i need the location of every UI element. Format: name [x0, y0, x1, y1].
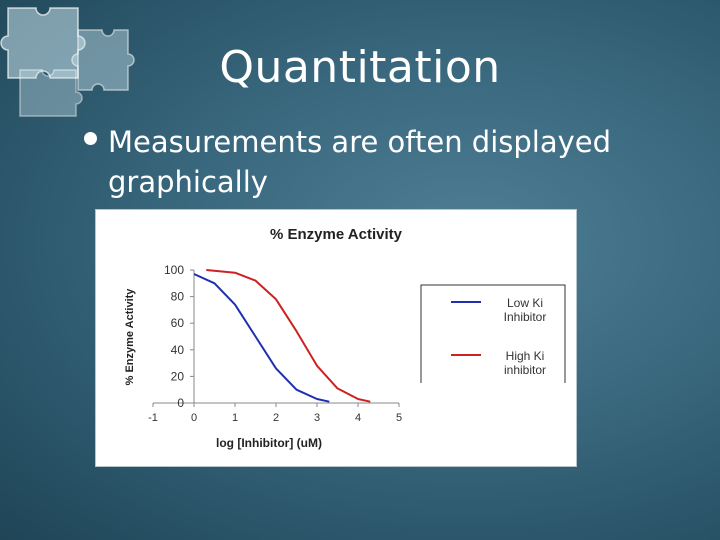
legend-box [420, 284, 566, 383]
x-tick-label: 0 [191, 412, 197, 424]
y-tick-label: 20 [171, 369, 185, 383]
y-tick-label: 80 [171, 290, 185, 304]
y-tick-label: 100 [164, 263, 184, 277]
series-line-1 [206, 269, 371, 403]
x-tick-label: 5 [396, 412, 402, 424]
y-tick-label: 60 [171, 316, 185, 330]
axes: -1 0 1 2 3 4 5 0 20 40 60 80 100 [148, 263, 402, 424]
x-axis-label: log [Inhibitor] (uM) [216, 436, 322, 450]
x-tick-label: -1 [148, 412, 158, 424]
x-tick-label: 4 [355, 412, 361, 424]
legend: Low Ki Inhibitor High Ki inhibitor [420, 284, 566, 383]
y-axis-label: % Enzyme Activity [124, 288, 136, 386]
puzzle-pieces-icon [0, 7, 135, 117]
bullet-text: Measurements are often displayed graphic… [108, 125, 612, 199]
legend-label: Low Ki Inhibitor [504, 296, 547, 324]
chart-frame: % Enzyme Activity % Enzyme Activity log … [95, 209, 577, 467]
slide-title: Quantitation [219, 42, 501, 93]
legend-label: High Ki inhibitor [504, 349, 546, 377]
x-tick-label: 3 [314, 412, 320, 424]
series-lines [193, 269, 371, 403]
enzyme-activity-chart: % Enzyme Activity % Enzyme Activity log … [124, 226, 566, 450]
series-line-0 [193, 273, 330, 403]
x-tick-label: 1 [232, 412, 238, 424]
x-tick-label: 2 [273, 412, 279, 424]
bullet-dot-icon [84, 132, 97, 145]
chart-title: % Enzyme Activity [270, 226, 403, 243]
y-tick-label: 40 [171, 343, 185, 357]
y-tick-label: 0 [177, 396, 184, 410]
